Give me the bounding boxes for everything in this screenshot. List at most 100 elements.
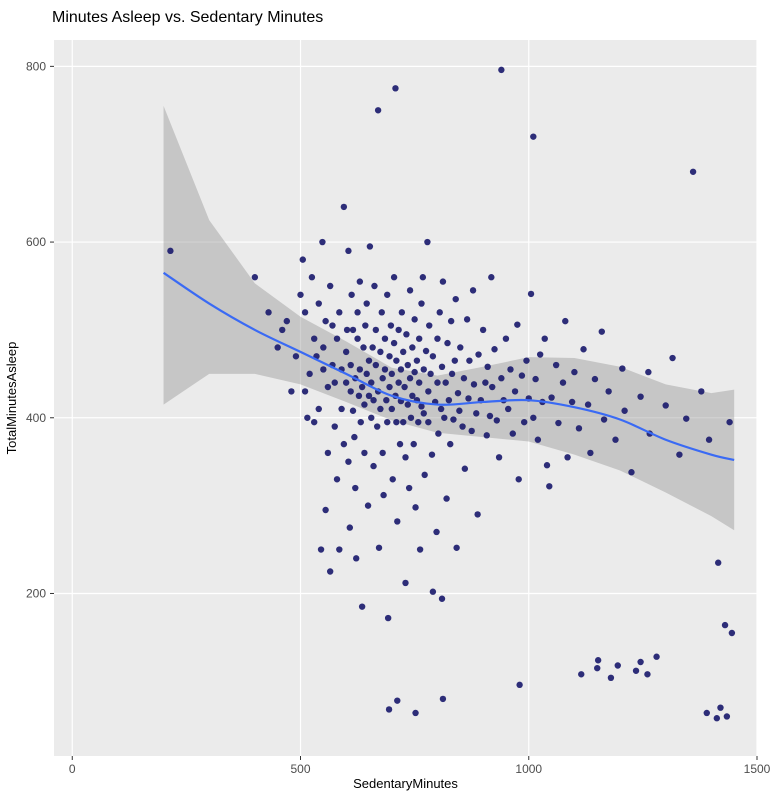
- data-point: [338, 406, 344, 412]
- data-point: [389, 371, 395, 377]
- data-point: [402, 580, 408, 586]
- data-point: [521, 419, 527, 425]
- data-point: [322, 507, 328, 513]
- data-point: [487, 413, 493, 419]
- data-point: [437, 309, 443, 315]
- data-point: [327, 283, 333, 289]
- y-tick-label: 200: [26, 586, 46, 600]
- data-point: [350, 327, 356, 333]
- data-point: [402, 454, 408, 460]
- data-point: [394, 697, 400, 703]
- data-point: [350, 408, 356, 414]
- data-point: [439, 364, 445, 370]
- data-point: [491, 346, 497, 352]
- data-point: [439, 596, 445, 602]
- data-point: [578, 671, 584, 677]
- data-point: [484, 364, 490, 370]
- data-point: [466, 357, 472, 363]
- data-point: [421, 366, 427, 372]
- data-point: [537, 351, 543, 357]
- data-point: [424, 239, 430, 245]
- data-point: [322, 318, 328, 324]
- data-point: [498, 67, 504, 73]
- data-point: [412, 504, 418, 510]
- data-point: [366, 357, 372, 363]
- data-point: [320, 344, 326, 350]
- data-point: [676, 451, 682, 457]
- x-axis-label: SedentaryMinutes: [353, 776, 458, 791]
- data-point: [714, 715, 720, 721]
- data-point: [336, 309, 342, 315]
- data-point: [325, 450, 331, 456]
- data-point: [548, 394, 554, 400]
- data-point: [395, 327, 401, 333]
- data-point: [653, 654, 659, 660]
- data-point: [416, 335, 422, 341]
- data-point: [532, 376, 538, 382]
- data-point: [512, 388, 518, 394]
- data-point: [411, 316, 417, 322]
- data-point: [562, 318, 568, 324]
- data-point: [516, 682, 522, 688]
- data-point: [399, 309, 405, 315]
- data-point: [377, 349, 383, 355]
- data-point: [408, 415, 414, 421]
- data-point: [480, 327, 486, 333]
- data-point: [628, 469, 634, 475]
- data-point: [358, 419, 364, 425]
- data-point: [382, 335, 388, 341]
- data-point: [433, 529, 439, 535]
- data-point: [698, 388, 704, 394]
- data-point: [669, 355, 675, 361]
- data-point: [637, 393, 643, 399]
- data-point: [393, 419, 399, 425]
- data-point: [425, 419, 431, 425]
- data-point: [341, 204, 347, 210]
- data-point: [564, 454, 570, 460]
- data-point: [421, 410, 427, 416]
- data-point: [555, 420, 561, 426]
- data-point: [507, 366, 513, 372]
- data-point: [379, 309, 385, 315]
- data-point: [415, 419, 421, 425]
- data-point: [373, 362, 379, 368]
- data-point: [325, 384, 331, 390]
- data-point: [357, 366, 363, 372]
- data-point: [329, 322, 335, 328]
- data-point: [306, 371, 312, 377]
- data-point: [347, 524, 353, 530]
- data-point: [443, 495, 449, 501]
- data-point: [344, 327, 350, 333]
- data-point: [370, 397, 376, 403]
- chart-title: Minutes Asleep vs. Sedentary Minutes: [52, 9, 323, 26]
- data-point: [311, 419, 317, 425]
- data-point: [363, 300, 369, 306]
- data-point: [523, 357, 529, 363]
- data-point: [724, 713, 730, 719]
- data-point: [392, 85, 398, 91]
- data-point: [465, 395, 471, 401]
- data-point: [412, 710, 418, 716]
- y-tick-label: 600: [26, 235, 46, 249]
- data-point: [510, 430, 516, 436]
- data-point: [391, 340, 397, 346]
- data-point: [621, 408, 627, 414]
- data-point: [409, 344, 415, 350]
- data-point: [348, 362, 354, 368]
- data-point: [369, 344, 375, 350]
- data-point: [530, 415, 536, 421]
- data-point: [494, 417, 500, 423]
- data-point: [373, 327, 379, 333]
- data-point: [357, 278, 363, 284]
- data-point: [304, 415, 310, 421]
- data-point: [447, 441, 453, 447]
- data-point: [530, 133, 536, 139]
- data-point: [516, 476, 522, 482]
- data-point: [546, 483, 552, 489]
- data-point: [434, 379, 440, 385]
- data-point: [332, 423, 338, 429]
- data-point: [376, 545, 382, 551]
- data-point: [471, 381, 477, 387]
- data-point: [361, 450, 367, 456]
- data-point: [352, 485, 358, 491]
